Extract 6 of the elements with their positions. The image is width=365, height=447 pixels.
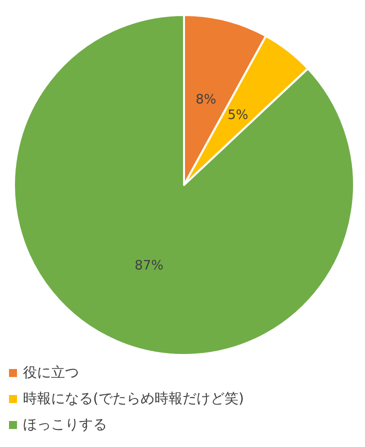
data-label: 87% [134,258,164,274]
data-label: 5% [228,108,248,123]
legend-label: 役に立つ [23,365,79,381]
legend-label: 時報になる(でたらめ時報だけど笑) [23,391,244,407]
data-label: 8% [196,92,216,108]
legend-label: ほっこりする [23,417,107,433]
